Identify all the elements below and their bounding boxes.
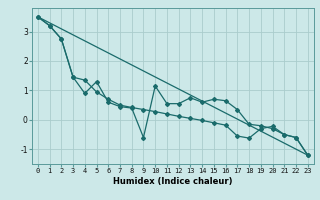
X-axis label: Humidex (Indice chaleur): Humidex (Indice chaleur) [113,177,233,186]
